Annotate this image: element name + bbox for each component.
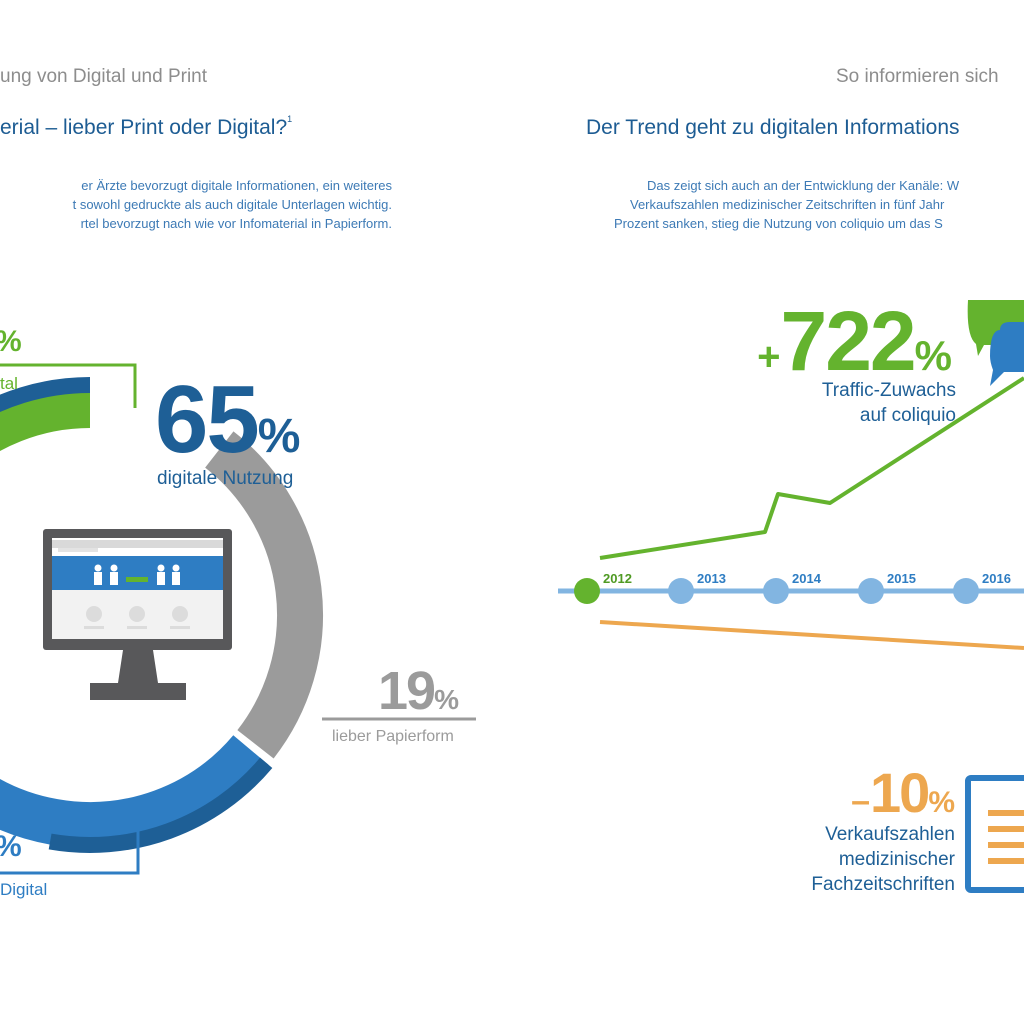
print-stat-value: 19 [378,661,436,721]
series-line-sales [599,620,1024,650]
top-callout-label: tal [0,374,18,393]
bottom-callout-value: % [0,830,22,864]
left-intro-line: er Ärzte bevorzugt digitale Informatione… [81,178,392,193]
right-title: Der Trend geht zu digitalen Informations [586,116,960,139]
donut-segment-digital-only [0,382,91,452]
sales-stat-unit: % [928,786,955,819]
trend-chart: 2012 2013 2014 2015 2016 [558,300,1024,893]
series-line-traffic [599,376,1024,560]
print-stat-unit: % [434,684,459,715]
speech-bubble-icon [967,300,1024,386]
main-stat-unit: % [257,410,301,463]
bottom-callout-line [0,820,140,875]
donut-accent-bottom [48,757,273,853]
timeline-point [953,578,979,604]
sales-label-line: Fachzeitschriften [811,874,955,895]
main-stat: 65% [155,365,300,475]
print-stat: 19% [378,660,459,722]
top-callout-line [0,363,137,408]
main-stat-value: 65 [155,366,260,473]
sales-label-line: medizinischer [838,849,955,870]
right-intro-line: Das zeigt sich auch an der Entwicklung d… [647,178,960,193]
traffic-label-line: auf coliquio [859,405,956,426]
monitor-icon [43,529,232,700]
timeline-year-label: 2016 [982,571,1011,586]
left-intro-line: t sowohl gedruckte als auch digitale Unt… [72,197,392,212]
left-intro: er Ärzte bevorzugt digitale Informatione… [73,176,392,233]
right-header: So informieren sich [836,66,999,87]
traffic-label-line: Traffic-Zuwachs [821,380,956,401]
bottom-callout-label: Digital [0,880,48,899]
timeline-year-label: 2014 [792,571,822,586]
donut-accent-top [0,377,91,413]
footnote-marker: 1 [287,114,293,124]
timeline-point [574,578,600,604]
donut-chart [0,363,476,875]
traffic-stat-sign: + [757,335,781,379]
left-intro-line: rtel bevorzugt nach wie vor Infomaterial… [80,216,392,231]
left-header: ung von Digital und Print [0,66,208,87]
donut-segment-paper [204,431,324,759]
sales-stat-label: Verkaufszahlen medizinischer Fachzeitsch… [811,822,955,897]
traffic-stat: +722% [757,293,952,390]
left-title: erial – lieber Print oder Digital?1 [0,114,293,140]
print-stat-label: lieber Papierform [332,728,454,745]
traffic-stat-label: Traffic-Zuwachs auf coliquio [822,378,956,428]
timeline-year-label: 2013 [697,571,726,586]
top-callout-value: % [0,325,22,359]
timeline-year-label: 2015 [887,571,916,586]
timeline-point [763,578,789,604]
sales-stat-value: 10 [870,761,930,824]
right-intro-line: Verkaufszahlen medizinischer Zeitschrift… [630,197,945,212]
right-intro-line: Prozent sanken, stieg die Nutzung von co… [614,216,943,231]
sales-stat: –10% [851,760,955,825]
right-intro: Das zeigt sich auch an der Entwicklung d… [614,176,959,233]
timeline-point [668,578,694,604]
donut-segment-both [0,735,269,848]
timeline-year-label: 2012 [603,571,632,586]
document-icon [965,775,1024,893]
traffic-stat-unit: % [914,332,952,379]
sales-stat-sign: – [851,782,871,820]
main-stat-label: digitale Nutzung [157,468,294,489]
traffic-stat-value: 722 [780,294,916,388]
sales-label-line: Verkaufszahlen [825,824,955,845]
left-title-text: erial – lieber Print oder Digital? [0,116,288,139]
timeline-point [858,578,884,604]
